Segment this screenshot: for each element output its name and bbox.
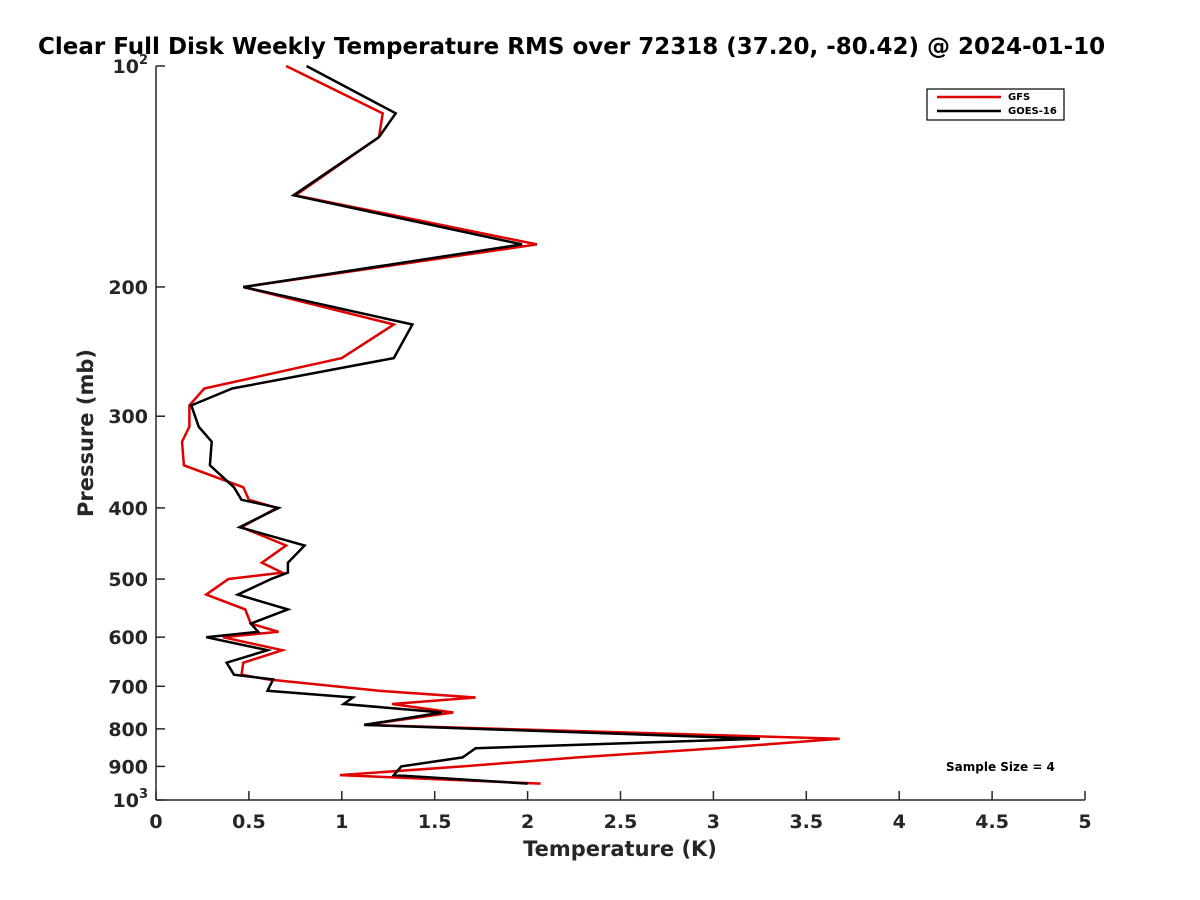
x-axis-ticks: 0 0.5 1 1.5 2 2.5 3 3.5 4 4.5 5 [149, 791, 1092, 833]
y-tick-label-exponent: 2 [139, 53, 148, 68]
series-line-gfs [180, 64, 840, 785]
x-tick-label: 1 [335, 811, 348, 833]
y-tick-label: 800 [108, 719, 148, 741]
x-tick-label: 4.5 [975, 811, 1009, 833]
y-tick-label: 400 [108, 498, 148, 520]
x-tick-label: 3 [707, 811, 720, 833]
y-tick-label-base: 300 [108, 406, 148, 428]
y-tick-label-base: 200 [108, 277, 148, 299]
y-tick-label-base: 700 [108, 676, 148, 698]
y-axis-label: Pressure (mb) [74, 349, 98, 517]
legend: GFS GOES-16 [926, 88, 1065, 121]
y-tick-label-exponent: 3 [139, 787, 148, 802]
y-tick-label-base: 900 [108, 756, 148, 778]
y-tick-label: 600 [108, 627, 148, 649]
x-tick-label: 4 [893, 811, 906, 833]
y-tick-label-base: 10 [113, 790, 139, 812]
y-tick-label-base: 800 [108, 719, 148, 741]
x-tick-label: 2.5 [604, 811, 638, 833]
legend-label-gfs: GFS [1008, 92, 1030, 103]
x-tick-label: 0.5 [232, 811, 266, 833]
legend-box [926, 88, 1065, 121]
y-tick-label: 102 [113, 53, 149, 78]
y-tick-label-base: 500 [108, 569, 148, 591]
y-tick-label: 500 [108, 569, 148, 591]
series-line-goes-16 [189, 64, 760, 785]
x-axis-label: Temperature (K) [523, 837, 717, 861]
y-tick-label: 900 [108, 756, 148, 778]
y-tick-label-base: 600 [108, 627, 148, 649]
x-tick-label: 1.5 [418, 811, 452, 833]
x-tick-label: 5 [1078, 811, 1091, 833]
y-tick-label: 103 [113, 787, 149, 812]
chart-title: Clear Full Disk Weekly Temperature RMS o… [38, 34, 1105, 60]
legend-label-goes-16: GOES-16 [1008, 106, 1057, 117]
x-tick-label: 0 [149, 811, 162, 833]
x-tick-label: 3.5 [789, 811, 823, 833]
y-tick-label-base: 400 [108, 498, 148, 520]
y-tick-label-base: 10 [113, 56, 139, 78]
sample-size-annotation: Sample Size = 4 [946, 760, 1055, 774]
y-tick-label: 200 [108, 277, 148, 299]
x-tick-label: 2 [521, 811, 534, 833]
plot-area [155, 66, 1085, 801]
series-lines [180, 64, 840, 785]
y-tick-label: 300 [108, 406, 148, 428]
y-tick-label: 700 [108, 676, 148, 698]
